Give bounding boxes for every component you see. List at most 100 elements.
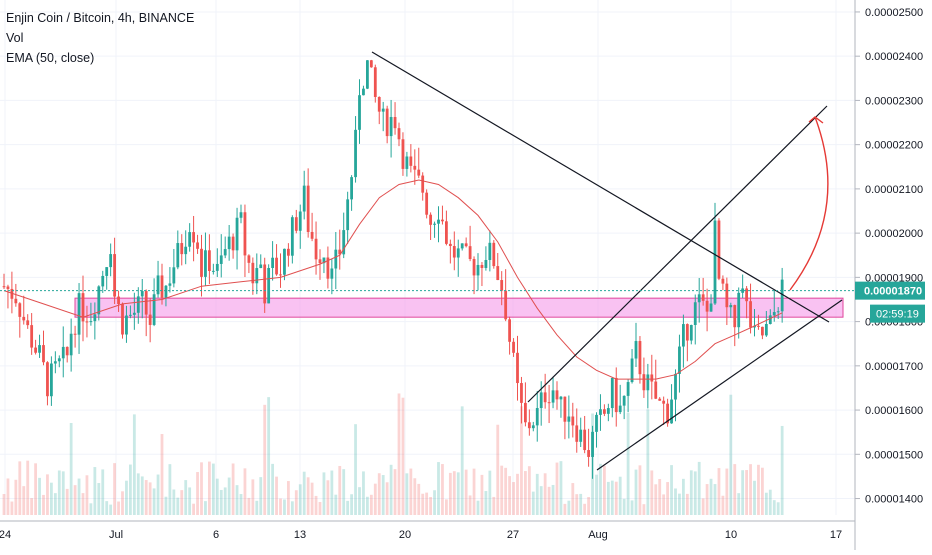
candle-body — [342, 230, 346, 255]
volume-bar — [184, 480, 188, 515]
volume-bar — [531, 491, 535, 515]
candle-body — [302, 185, 306, 212]
candle-body — [294, 217, 298, 231]
volume-bar — [567, 500, 571, 515]
x-tick-label: Aug — [588, 529, 608, 541]
volume-bar — [488, 470, 492, 515]
volume-bar — [674, 488, 677, 515]
candle-body — [445, 221, 448, 244]
volume-bar — [610, 480, 614, 515]
candle-body — [121, 304, 124, 335]
candle-body — [208, 250, 211, 272]
symbol-title[interactable]: Enjin Coin / Bitcoin, 4h, BINANCE — [6, 11, 195, 25]
candle-body — [606, 408, 610, 414]
volume-bar — [192, 503, 195, 515]
candle-body — [318, 259, 322, 264]
volume-bar — [144, 480, 148, 515]
candle-body — [109, 254, 113, 268]
candle-body — [741, 288, 745, 293]
volume-bar — [595, 474, 598, 515]
candle-body — [464, 243, 468, 247]
candle-body — [334, 249, 338, 269]
candle-body — [196, 242, 199, 249]
candle-body — [267, 267, 271, 304]
volume-indicator-label[interactable]: Vol — [6, 31, 24, 45]
volume-bar — [148, 482, 152, 515]
volume-bar — [243, 468, 247, 515]
candle-body — [622, 395, 626, 406]
candle-body — [780, 279, 784, 312]
candle-body — [223, 249, 227, 256]
volume-bar — [520, 406, 523, 515]
volume-bar — [448, 472, 452, 515]
volume-bar — [772, 500, 776, 515]
volume-bar — [129, 464, 132, 515]
candle-body — [259, 264, 263, 269]
x-tick-label: 6 — [213, 529, 219, 541]
volume-bar — [318, 501, 322, 515]
volume-bar — [180, 490, 184, 515]
candle-body — [200, 248, 203, 277]
candle-body — [401, 139, 405, 169]
candle-body — [350, 177, 353, 200]
candle-body — [535, 408, 539, 426]
volume-bar — [287, 481, 290, 515]
last-price-label: 0.00001870 — [864, 286, 922, 298]
volume-bar — [662, 494, 666, 515]
candle-body — [140, 291, 144, 297]
volume-bar — [599, 463, 602, 515]
candle-body — [749, 301, 752, 328]
candle-body — [670, 399, 673, 424]
volume-bar — [373, 483, 377, 515]
volume-bar — [22, 486, 26, 515]
candle-body — [105, 267, 109, 276]
y-tick-label: 0.00002400 — [865, 51, 923, 63]
volume-bar — [46, 474, 49, 515]
candle-body — [239, 212, 243, 218]
candle-body — [512, 341, 515, 353]
last-price-tag — [855, 281, 925, 300]
ema-indicator-label[interactable]: EMA (50, close) — [6, 51, 95, 65]
candle-body — [290, 217, 294, 256]
volume-bar — [603, 465, 606, 515]
volume-bar — [89, 503, 93, 515]
candle-body — [579, 429, 583, 442]
candle-body — [389, 117, 393, 137]
volume-bar — [306, 477, 310, 515]
candle-body — [456, 248, 460, 258]
candle-body — [768, 315, 772, 325]
candle-body — [53, 361, 57, 364]
volume-bar — [764, 492, 768, 515]
volume-bar — [689, 470, 693, 515]
candle-body — [369, 60, 373, 68]
volume-bar — [275, 476, 278, 515]
volume-bar — [97, 483, 101, 515]
volume-bar — [654, 484, 658, 515]
volume-bar — [460, 406, 464, 515]
candle-body — [460, 243, 464, 249]
x-tick-label: 27 — [507, 529, 519, 541]
x-tick-label: 10 — [725, 529, 737, 541]
candle-body — [520, 383, 523, 403]
volume-bar — [73, 485, 77, 515]
candle-body — [326, 257, 330, 279]
candle-body — [614, 377, 618, 413]
volume-bar — [294, 490, 298, 515]
candle-body — [136, 296, 140, 313]
channel-upper-trendline — [527, 105, 828, 403]
volume-bar — [693, 471, 697, 515]
volume-bar — [176, 497, 180, 515]
candle-body — [164, 285, 168, 298]
volume-bar — [136, 473, 140, 515]
candle-body — [425, 192, 429, 215]
volume-bar — [121, 491, 124, 515]
candle-body — [152, 294, 156, 325]
volume-bar — [516, 473, 519, 515]
candle-body — [697, 294, 701, 303]
candle-body — [101, 275, 105, 287]
volume-bar — [263, 404, 267, 515]
volume-bar — [685, 493, 689, 515]
candle-body — [658, 398, 662, 401]
